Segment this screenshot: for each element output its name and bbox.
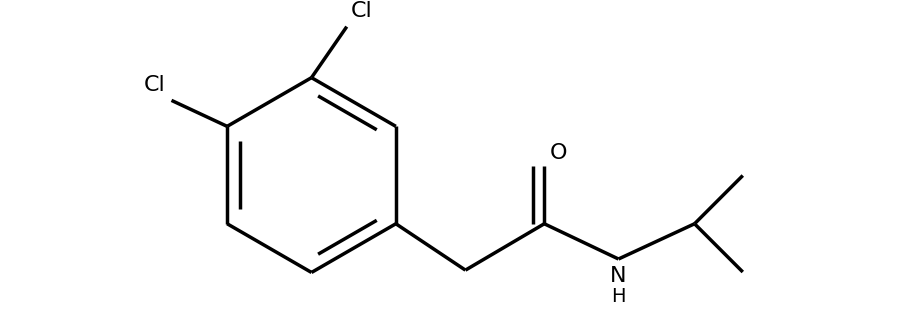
Text: N: N: [610, 266, 627, 286]
Text: H: H: [611, 287, 626, 306]
Text: Cl: Cl: [351, 1, 372, 21]
Text: Cl: Cl: [144, 75, 166, 95]
Text: O: O: [550, 142, 567, 163]
